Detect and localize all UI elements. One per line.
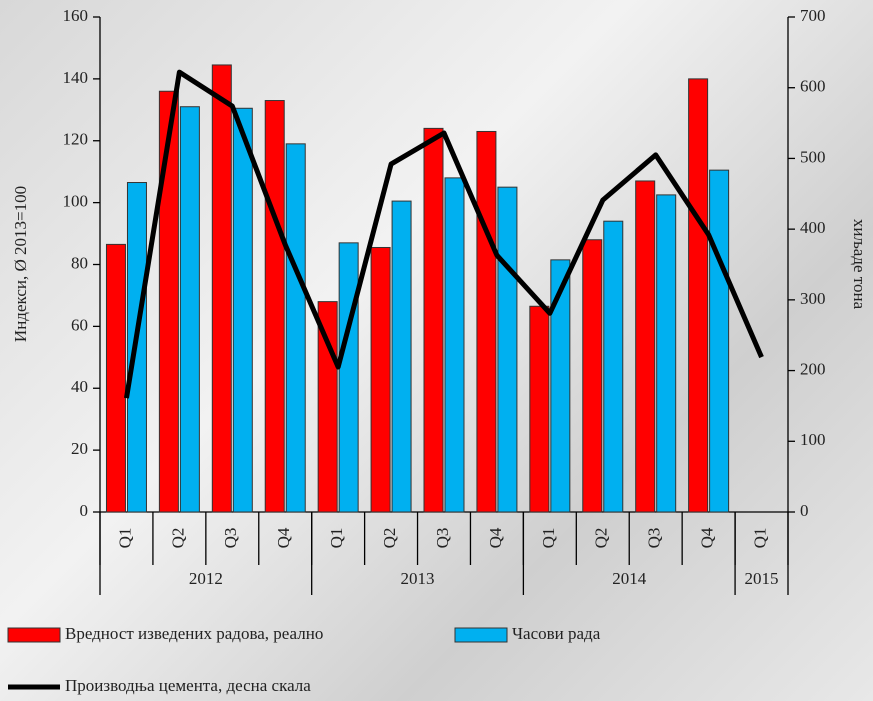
- legend-label: Часови рада: [512, 624, 601, 643]
- x-tick-label: Q3: [221, 528, 240, 549]
- x-tick-label: Q2: [380, 528, 399, 549]
- x-tick-label: Q4: [274, 527, 293, 548]
- bar: [709, 169, 730, 513]
- bar: [370, 246, 391, 513]
- y2-tick-label: 100: [800, 430, 826, 449]
- x-group-label: 2014: [612, 569, 647, 588]
- x-tick-label: Q2: [168, 528, 187, 549]
- x-tick-label: Q2: [592, 528, 611, 549]
- y2-tick-label: 500: [800, 147, 826, 166]
- x-tick-label: Q1: [539, 528, 558, 549]
- legend-label: Производња цемента, десна скала: [65, 676, 311, 695]
- bar: [179, 106, 200, 513]
- bar: [476, 130, 497, 513]
- x-tick-label: Q1: [750, 528, 769, 549]
- bar: [497, 186, 518, 513]
- y2-tick-label: 300: [800, 289, 826, 308]
- bar: [423, 127, 444, 513]
- y2-tick-label: 600: [800, 77, 826, 96]
- legend-label: Вредност изведених радова, реално: [65, 624, 323, 643]
- y-tick-label: 60: [71, 315, 88, 334]
- bar: [444, 177, 465, 513]
- y-axis-label: Индекси, Ø 2013=100: [11, 186, 30, 342]
- bar: [338, 242, 359, 513]
- bar: [158, 90, 179, 513]
- x-tick-label: Q4: [698, 527, 717, 548]
- legend-swatch: [454, 627, 508, 643]
- bar: [211, 64, 232, 513]
- y-tick-label: 140: [63, 68, 89, 87]
- x-tick-label: Q3: [433, 528, 452, 549]
- y2-tick-label: 200: [800, 359, 826, 378]
- y2-axis-label: хиљаде тона: [850, 219, 869, 310]
- x-tick-label: Q3: [645, 528, 664, 549]
- bar: [550, 259, 571, 513]
- bar: [529, 305, 550, 513]
- y-tick-label: 100: [63, 192, 89, 211]
- bar: [285, 143, 306, 513]
- bar: [391, 200, 412, 513]
- y-tick-label: 120: [63, 130, 89, 149]
- x-tick-label: Q1: [115, 528, 134, 549]
- bar: [105, 243, 126, 513]
- y2-tick-label: 700: [800, 6, 826, 25]
- x-group-label: 2015: [745, 569, 779, 588]
- y-tick-label: 0: [80, 501, 89, 520]
- line: [123, 69, 764, 399]
- x-tick-label: Q1: [327, 528, 346, 549]
- legend-swatch: [7, 627, 61, 643]
- x-group-label: 2012: [189, 569, 223, 588]
- bar: [656, 194, 677, 513]
- bar: [635, 180, 656, 513]
- y-tick-label: 40: [71, 377, 88, 396]
- y-tick-label: 160: [63, 6, 89, 25]
- bar: [688, 78, 709, 513]
- y-tick-label: 80: [71, 253, 88, 272]
- bar: [603, 220, 624, 513]
- x-tick-label: Q4: [486, 527, 505, 548]
- x-group-label: 2013: [401, 569, 435, 588]
- y2-tick-label: 400: [800, 218, 826, 237]
- y2-tick-label: 0: [800, 501, 809, 520]
- bar: [582, 239, 603, 513]
- y-tick-label: 20: [71, 439, 88, 458]
- bar: [264, 100, 285, 513]
- bar: [232, 107, 253, 513]
